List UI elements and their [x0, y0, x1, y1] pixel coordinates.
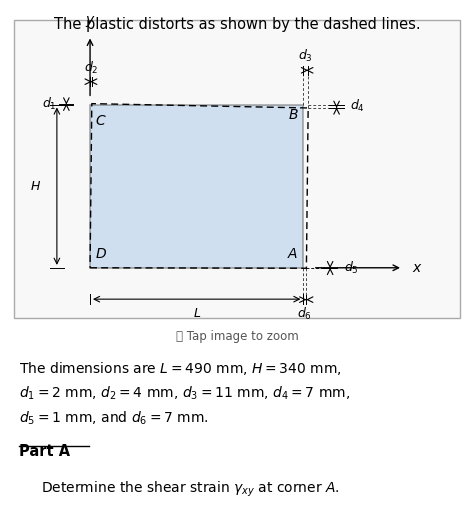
- Text: $B$: $B$: [288, 108, 299, 122]
- Text: $d_2$: $d_2$: [83, 60, 98, 76]
- Text: Determine the shear strain $\gamma_{xy}$ at corner $A$.: Determine the shear strain $\gamma_{xy}$…: [41, 479, 340, 498]
- Text: $d_5$: $d_5$: [344, 260, 359, 276]
- Text: $d_4$: $d_4$: [350, 98, 365, 115]
- Text: $d_1$: $d_1$: [43, 96, 57, 112]
- Text: $d_6$: $d_6$: [297, 306, 312, 322]
- Text: The dimensions are $L = 490$ mm, $H = 340$ mm,
$d_1 = 2$ mm, $d_2 = 4$ mm, $d_3 : The dimensions are $L = 490$ mm, $H = 34…: [18, 360, 350, 427]
- Text: $D$: $D$: [95, 247, 107, 262]
- Text: $H$: $H$: [30, 180, 41, 192]
- Text: Part A: Part A: [18, 444, 70, 459]
- Text: $C$: $C$: [95, 114, 107, 128]
- Text: $x$: $x$: [412, 261, 423, 275]
- Text: $d_3$: $d_3$: [298, 48, 313, 64]
- Text: $y$: $y$: [85, 14, 95, 29]
- FancyBboxPatch shape: [14, 20, 460, 318]
- Text: $L$: $L$: [192, 307, 201, 320]
- Text: The plastic distorts as shown by the dashed lines.: The plastic distorts as shown by the das…: [54, 17, 420, 32]
- Text: $A$: $A$: [287, 247, 299, 262]
- Bar: [90, 105, 303, 268]
- Text: ⌕ Tap image to zoom: ⌕ Tap image to zoom: [176, 330, 298, 343]
